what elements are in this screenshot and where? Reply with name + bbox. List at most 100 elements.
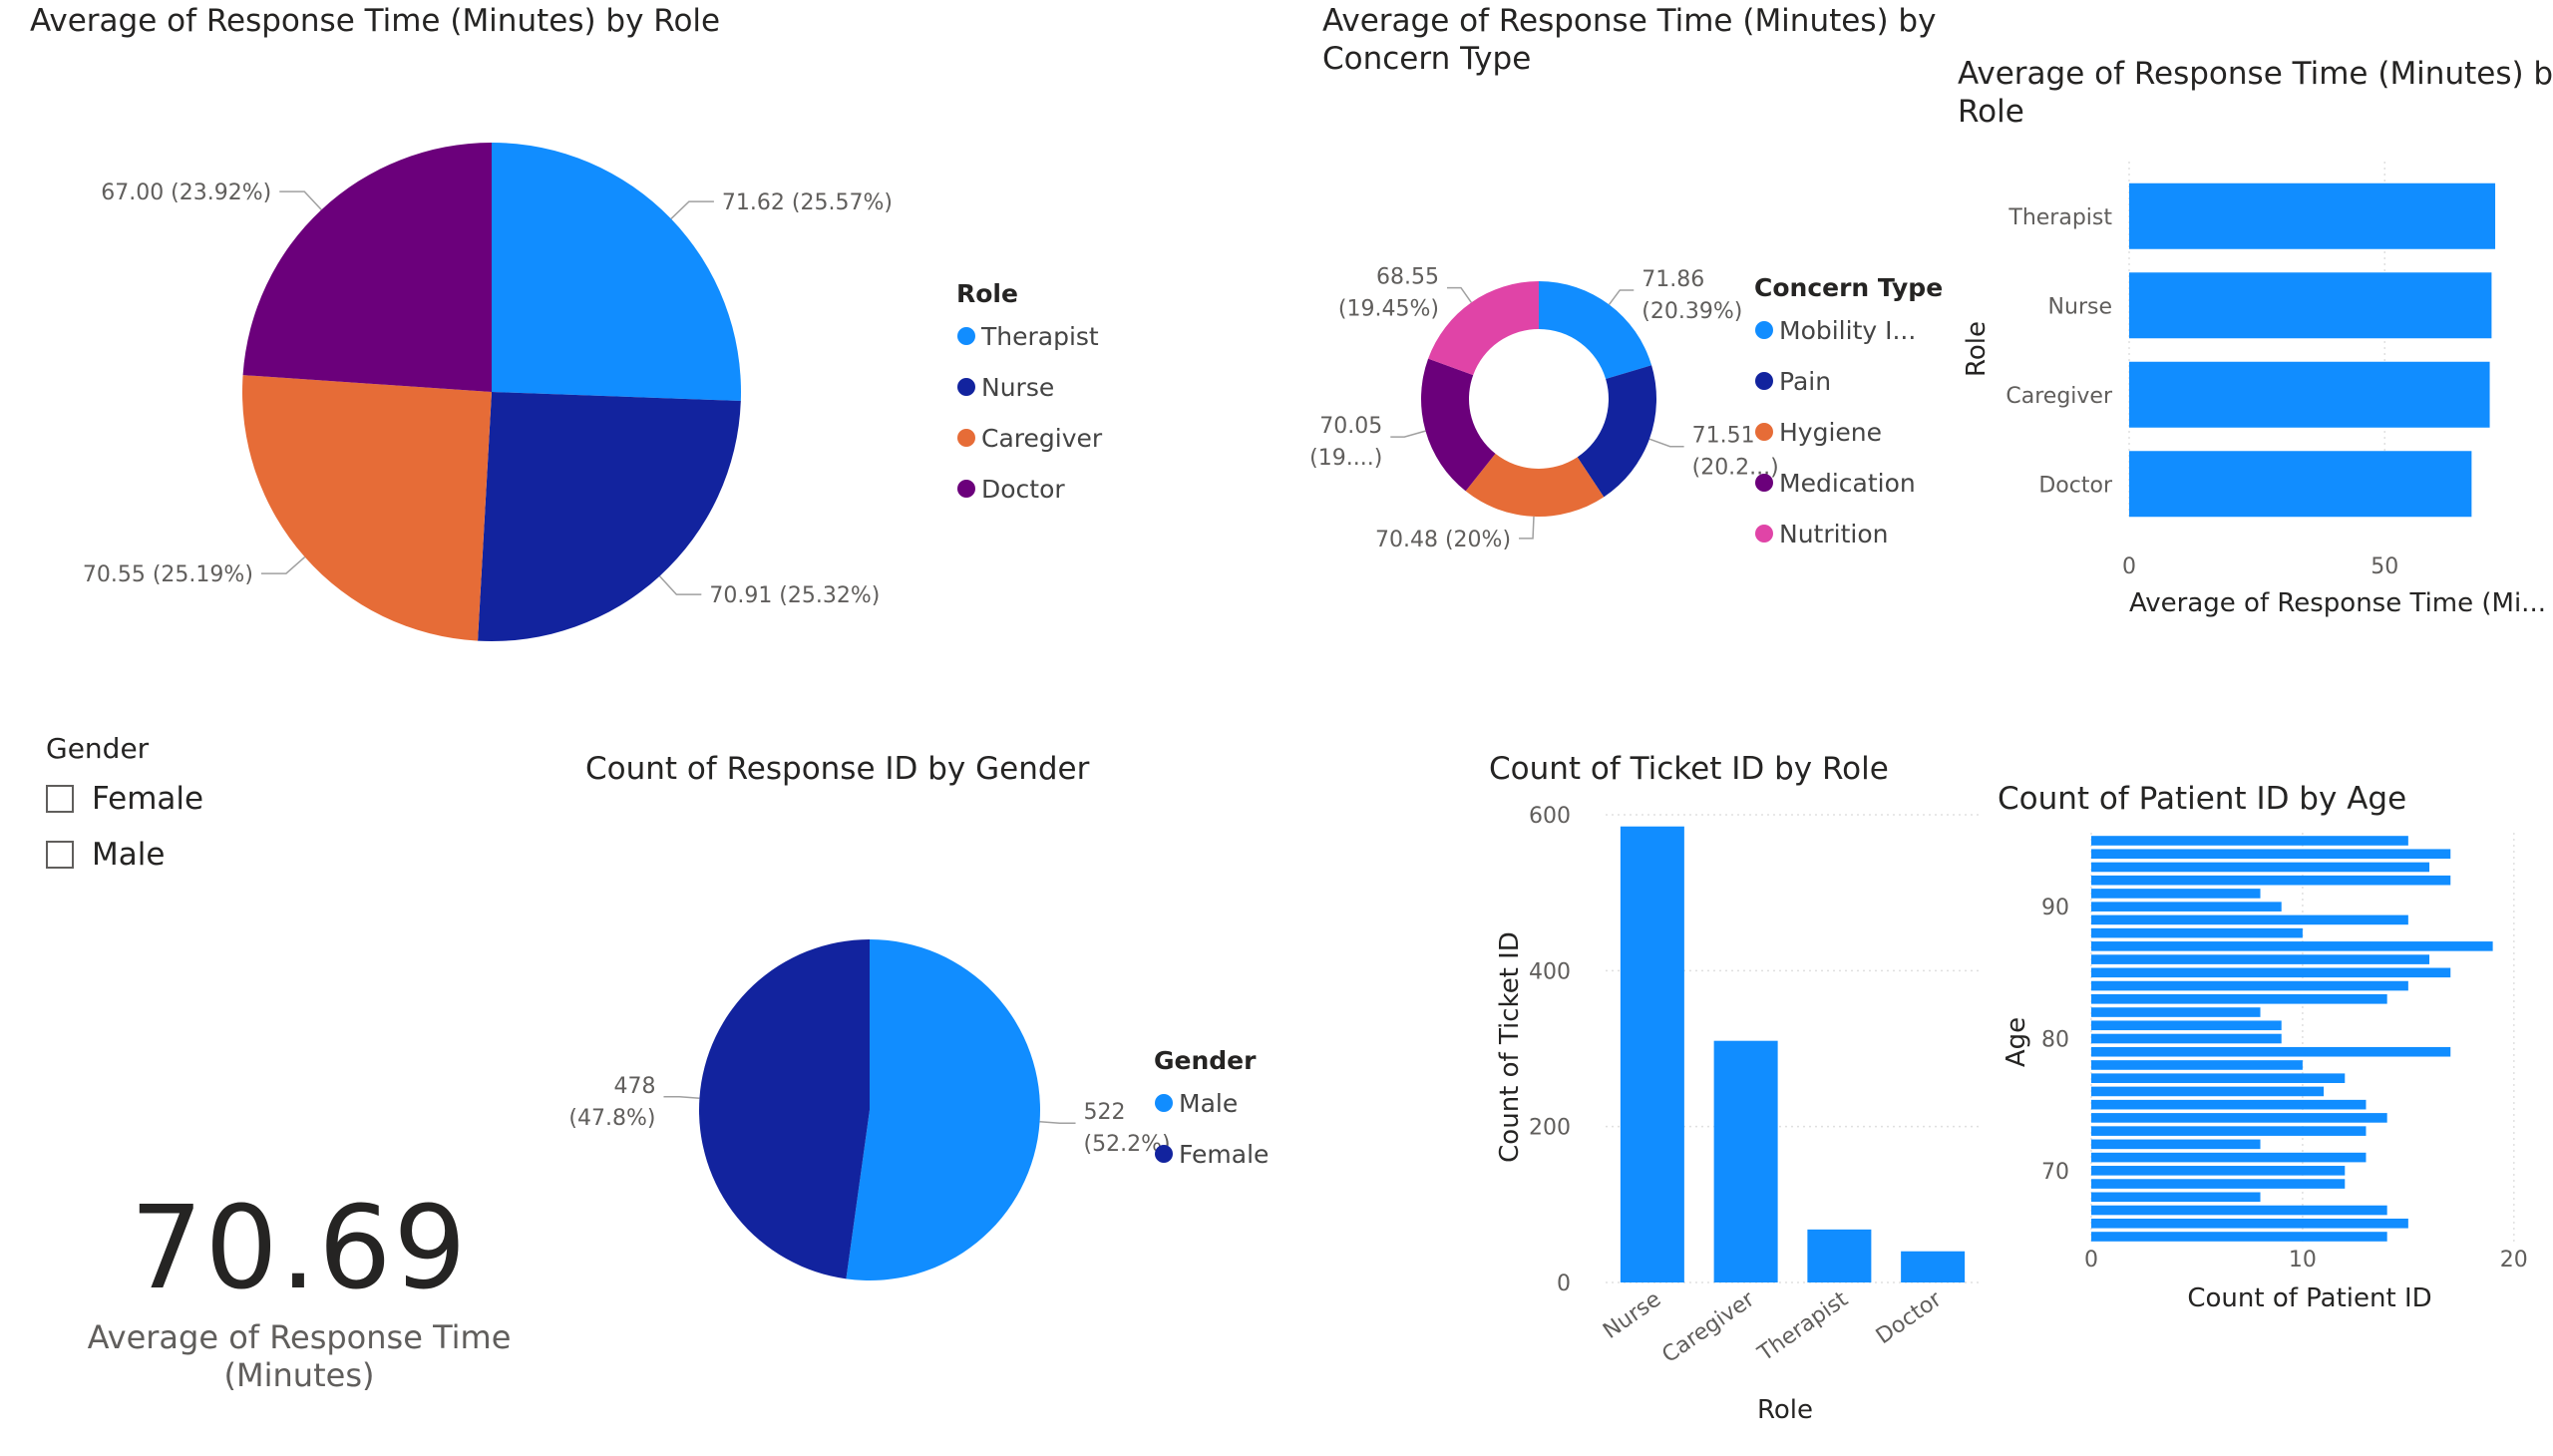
bar-age-bar bbox=[2091, 1139, 2261, 1150]
donut-concern-slice bbox=[1428, 281, 1539, 376]
donut-concern-data-label: 70.05 bbox=[1319, 414, 1382, 439]
col-ticket-category-label: Therapist bbox=[1753, 1286, 1853, 1367]
pie-gender-title: Count of Response ID by Gender bbox=[585, 751, 1090, 787]
bar-age-y-axis-title: Age bbox=[2002, 1017, 2031, 1067]
bar-age-tick-label: 10 bbox=[2289, 1248, 2317, 1273]
pie-role-leader bbox=[279, 190, 322, 210]
col-ticket-tick-label: 400 bbox=[1529, 959, 1571, 984]
bar-age-tick-label: 0 bbox=[2084, 1248, 2098, 1273]
pie-role-legend-marker bbox=[957, 429, 975, 447]
bar-age-bar bbox=[2091, 967, 2451, 978]
donut-concern-data-label: 70.48 (20%) bbox=[1375, 528, 1511, 552]
bar-age-tick-label: 70 bbox=[2041, 1160, 2069, 1185]
bar-age-bar bbox=[2091, 1060, 2303, 1070]
kpi-card: 70.69 Average of Response Time (Minutes) bbox=[40, 1192, 558, 1395]
donut-concern-legend-marker bbox=[1755, 372, 1773, 390]
pie-role-legend-title: Role bbox=[956, 279, 1018, 308]
pie-role-leader bbox=[260, 555, 306, 574]
bar-role-tick-label: 50 bbox=[2371, 554, 2398, 579]
donut-concern-legend-marker bbox=[1755, 525, 1773, 543]
col-ticket-bar bbox=[1713, 1040, 1778, 1282]
donut-concern-legend-item: Hygiene bbox=[1779, 418, 1882, 447]
pie-gender-legend-item: Female bbox=[1179, 1140, 1269, 1169]
donut-concern-legend-item: Pain bbox=[1779, 367, 1831, 396]
pie-role-data-label: 71.62 (25.57%) bbox=[722, 190, 893, 215]
donut-concern-leader bbox=[1446, 286, 1472, 303]
bar-age-bar bbox=[2091, 1126, 2367, 1136]
donut-concern-data-label: (19....) bbox=[1309, 446, 1382, 471]
bar-age-bar bbox=[2091, 1099, 2367, 1110]
bar-role-y-axis-title: Role bbox=[1962, 321, 1992, 377]
donut-concern-slice bbox=[1577, 365, 1656, 498]
bar-age-bar bbox=[2091, 875, 2451, 886]
bar-role-category-label: Therapist bbox=[2007, 205, 2112, 230]
donut-concern-legend-item: Medication bbox=[1779, 469, 1916, 498]
bar-age-tick-label: 80 bbox=[2041, 1028, 2069, 1053]
pie-role-legend-marker bbox=[957, 327, 975, 345]
col-ticket-tick-label: 200 bbox=[1529, 1116, 1571, 1141]
pie-role-legend-item: Nurse bbox=[981, 373, 1054, 402]
checkbox-icon[interactable] bbox=[46, 785, 74, 813]
donut-concern-slice bbox=[1465, 453, 1605, 517]
col-ticket-bar bbox=[1901, 1251, 1966, 1282]
col-ticket-category-label: Nurse bbox=[1599, 1286, 1665, 1343]
col-ticket-bar bbox=[1620, 826, 1684, 1282]
slicer-title: Gender bbox=[46, 732, 150, 765]
pie-role-slice bbox=[478, 392, 741, 641]
col-ticket-category-label: Doctor bbox=[1872, 1286, 1947, 1349]
pie-gender-leader bbox=[1039, 1121, 1076, 1124]
pie-gender-legend-marker bbox=[1155, 1145, 1173, 1163]
col-ticket-tick-label: 600 bbox=[1529, 804, 1571, 829]
bar-role-bar bbox=[2129, 182, 2496, 249]
slicer-item-female[interactable]: Female bbox=[46, 781, 203, 817]
bar-age-bar bbox=[2091, 1086, 2325, 1097]
pie-gender-slice bbox=[699, 939, 870, 1279]
pie-role-legend-item: Caregiver bbox=[981, 424, 1103, 453]
pie-role-data-label: 67.00 (23.92%) bbox=[101, 181, 271, 205]
bar-age-bar bbox=[2091, 1046, 2451, 1057]
bar-age-bar bbox=[2091, 1033, 2282, 1044]
pie-role-data-label: 70.91 (25.32%) bbox=[709, 583, 880, 608]
pie-gender-data-label: 522 bbox=[1084, 1100, 1126, 1125]
bar-age-title: Count of Patient ID by Age bbox=[1998, 781, 2407, 817]
pie-gender-data-label: 478 bbox=[613, 1074, 655, 1099]
bar-age-bar bbox=[2091, 1218, 2408, 1229]
bar-age-bar bbox=[2091, 902, 2282, 911]
bar-role-tick-label: 0 bbox=[2122, 554, 2136, 579]
pie-role-leader bbox=[658, 575, 702, 595]
pie-role-legend-marker bbox=[957, 480, 975, 498]
bar-age-tick-label: 90 bbox=[2041, 896, 2069, 920]
col-ticket-category-label: Caregiver bbox=[1657, 1286, 1759, 1368]
pie-role-legend-item: Doctor bbox=[981, 475, 1065, 504]
bar-role-x-axis-title: Average of Response Time (Mi... bbox=[2129, 588, 2546, 618]
donut-concern-legend-item: Mobility I... bbox=[1779, 316, 1916, 345]
bar-role-title-line1: Average of Response Time (Minutes) by bbox=[1958, 56, 2553, 92]
donut-concern-title-line2: Concern Type bbox=[1322, 41, 1532, 77]
gender-slicer: Gender Female Male bbox=[46, 732, 203, 873]
bar-age-bar bbox=[2091, 1113, 2387, 1123]
donut-concern-data-label: 71.86 bbox=[1641, 267, 1704, 292]
pie-gender-legend-item: Male bbox=[1179, 1089, 1238, 1118]
donut-concern-leader bbox=[1519, 516, 1535, 540]
donut-concern-leader bbox=[1608, 289, 1635, 305]
checkbox-icon[interactable] bbox=[46, 841, 74, 869]
pie-gender-legend-title: Gender bbox=[1154, 1046, 1257, 1075]
bar-role-category-label: Doctor bbox=[2038, 473, 2113, 498]
pie-role-legend-marker bbox=[957, 378, 975, 396]
col-ticket-title: Count of Ticket ID by Role bbox=[1489, 751, 1889, 787]
slicer-item-male[interactable]: Male bbox=[46, 837, 203, 873]
pie-role-leader bbox=[670, 200, 714, 219]
col-ticket-x-axis-title: Role bbox=[1757, 1395, 1813, 1425]
bar-age-bar bbox=[2091, 980, 2408, 991]
donut-concern-slice bbox=[1539, 281, 1652, 380]
bar-age-bar bbox=[2091, 849, 2451, 860]
col-ticket-tick-label: 0 bbox=[1557, 1272, 1571, 1296]
donut-concern-title-line1: Average of Response Time (Minutes) by bbox=[1322, 3, 1937, 39]
bar-age-bar bbox=[2091, 914, 2408, 925]
bar-age-bar bbox=[2091, 994, 2387, 1004]
pie-role-title: Average of Response Time (Minutes) by Ro… bbox=[30, 3, 721, 39]
bar-role-bar bbox=[2129, 361, 2490, 428]
pie-gender-leader bbox=[663, 1096, 700, 1099]
donut-concern-data-label: (19.45%) bbox=[1338, 297, 1439, 322]
